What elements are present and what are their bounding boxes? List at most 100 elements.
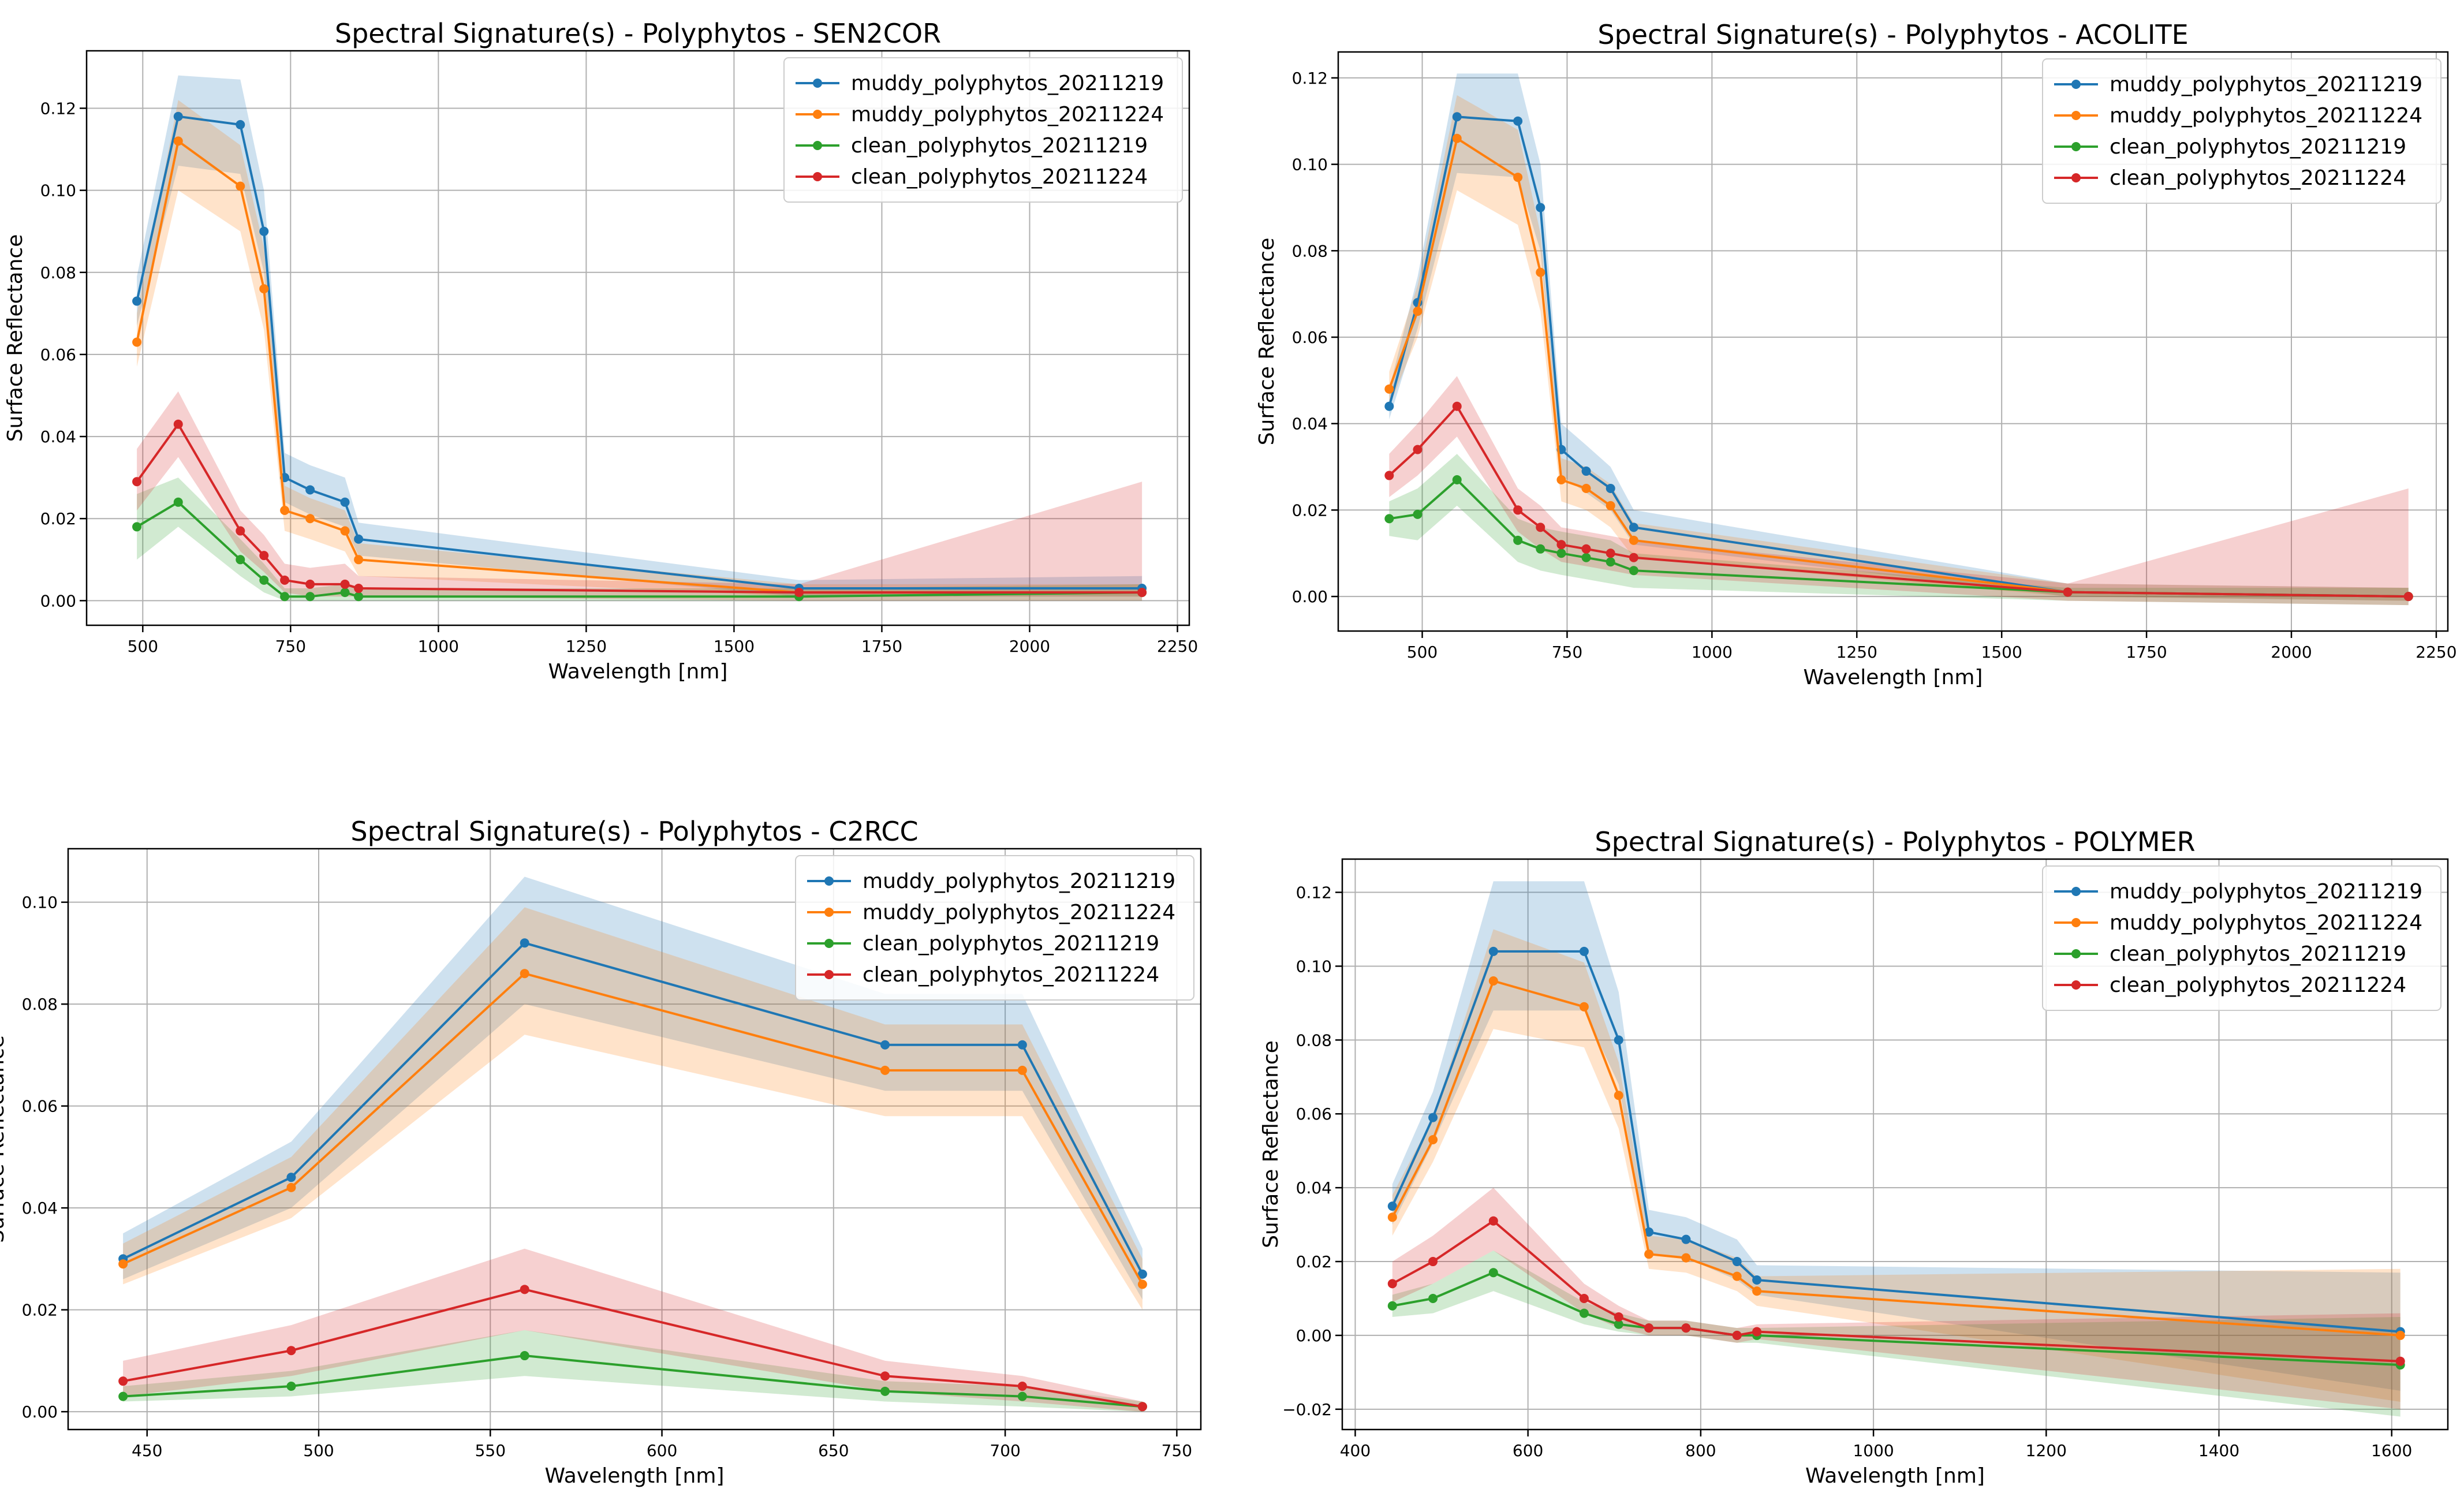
point-muddy_polyphytos_20211219: [354, 534, 364, 544]
legend-label: clean_polyphytos_20211219: [863, 932, 1159, 956]
point-muddy_polyphytos_20211224: [259, 284, 269, 294]
point-muddy_polyphytos_20211224: [1581, 483, 1591, 493]
y-tick-label: 0.02: [40, 509, 76, 528]
point-muddy_polyphytos_20211219: [1579, 946, 1589, 956]
point-clean_polyphytos_20211224: [259, 551, 269, 561]
point-clean_polyphytos_20211219: [305, 592, 315, 602]
point-clean_polyphytos_20211224: [1137, 588, 1147, 598]
point-clean_polyphytos_20211219: [1556, 548, 1566, 558]
point-clean_polyphytos_20211219: [880, 1386, 890, 1396]
point-clean_polyphytos_20211224: [1513, 505, 1523, 515]
point-muddy_polyphytos_20211219: [1581, 467, 1591, 476]
point-muddy_polyphytos_20211224: [2395, 1330, 2405, 1340]
point-muddy_polyphytos_20211224: [1428, 1135, 1438, 1145]
point-muddy_polyphytos_20211219: [1387, 1201, 1397, 1211]
point-muddy_polyphytos_20211224: [1452, 133, 1462, 143]
point-clean_polyphytos_20211219: [132, 522, 142, 532]
legend-label: muddy_polyphytos_20211219: [851, 72, 1164, 95]
point-muddy_polyphytos_20211224: [132, 337, 142, 347]
line-clean_polyphytos_20211219: [122, 1354, 1143, 1408]
band-clean_polyphytos_20211219: [1392, 1250, 2400, 1417]
point-muddy_polyphytos_20211219: [1614, 1035, 1623, 1045]
point-clean_polyphytos_20211224: [1387, 1279, 1397, 1289]
y-tick-label: 0.08: [22, 995, 58, 1014]
legend-marker: [2071, 980, 2081, 990]
y-axis-label: Surface Reflectance: [3, 234, 27, 442]
legend-label: clean_polyphytos_20211224: [863, 963, 1159, 987]
line-clean_polyphytos_20211219: [136, 501, 1143, 598]
series-group: [1384, 73, 2413, 606]
legend-marker: [2071, 949, 2081, 958]
legend-marker: [824, 939, 834, 948]
point-clean_polyphytos_20211219: [1384, 514, 1394, 524]
point-clean_polyphytos_20211224: [1536, 523, 1545, 532]
x-axis-label: Wavelength [nm]: [545, 1464, 725, 1488]
point-clean_polyphytos_20211224: [1452, 401, 1462, 411]
point-clean_polyphytos_20211219: [236, 555, 245, 565]
point-muddy_polyphytos_20211224: [173, 136, 183, 146]
point-muddy_polyphytos_20211224: [236, 181, 245, 191]
legend-marker: [813, 110, 822, 119]
line-muddy_polyphytos_20211224: [136, 139, 1143, 594]
point-clean_polyphytos_20211224: [1384, 471, 1394, 480]
line-muddy_polyphytos_20211224: [1391, 979, 2400, 1337]
y-tick-label: −0.02: [1282, 1400, 1332, 1419]
x-axis-label: Wavelength [nm]: [548, 660, 728, 684]
point-clean_polyphytos_20211224: [1556, 540, 1566, 550]
chart-c2rcc: 450 500 550 600 650 700 750 0.00 0.02 0.04 0.06 0.0…: [0, 816, 1202, 1488]
line-muddy_polyphytos_20211224: [122, 972, 1144, 1285]
line-muddy_polyphytos_20211219: [136, 115, 1143, 589]
point-clean_polyphytos_20211219: [1017, 1391, 1027, 1401]
x-tick-label: 650: [818, 1441, 849, 1460]
point-muddy_polyphytos_20211219: [305, 485, 315, 495]
point-clean_polyphytos_20211224: [1137, 1402, 1147, 1412]
x-tick-label: 400: [1340, 1441, 1371, 1460]
y-tick-label: 0.10: [1292, 155, 1328, 174]
chart-title: Spectral Signature(s) - Polyphytos - SEN…: [335, 18, 941, 49]
point-clean_polyphytos_20211219: [1581, 553, 1591, 562]
y-tick-label: 0.06: [1292, 328, 1328, 347]
point-clean_polyphytos_20211224: [132, 477, 142, 487]
point-clean_polyphytos_20211219: [340, 588, 350, 598]
y-tick-label: 0.00: [1292, 587, 1328, 606]
x-tick-label: 600: [647, 1441, 677, 1460]
band-muddy_polyphytos_20211224: [137, 100, 1143, 597]
point-muddy_polyphytos_20211224: [880, 1065, 890, 1075]
y-tick-label: 0.12: [40, 99, 76, 118]
point-muddy_polyphytos_20211224: [1384, 384, 1394, 394]
x-tick-label: 1500: [1981, 643, 2022, 662]
y-tick-label: 0.12: [1292, 69, 1328, 88]
x-tick-label: 500: [1407, 643, 1438, 662]
point-clean_polyphytos_20211224: [2395, 1356, 2405, 1366]
point-muddy_polyphytos_20211219: [1137, 1269, 1147, 1279]
y-tick-label: 0.12: [1296, 883, 1332, 902]
x-tick-label: 1600: [2371, 1441, 2412, 1460]
point-clean_polyphytos_20211219: [1452, 475, 1462, 485]
x-tick-label: 1750: [2126, 643, 2167, 662]
point-muddy_polyphytos_20211219: [259, 226, 269, 236]
point-muddy_polyphytos_20211219: [132, 296, 142, 306]
point-muddy_polyphytos_20211219: [286, 1173, 296, 1182]
point-muddy_polyphytos_20211219: [1752, 1275, 1762, 1285]
point-clean_polyphytos_20211224: [880, 1371, 890, 1381]
point-clean_polyphytos_20211224: [1681, 1323, 1691, 1333]
point-clean_polyphytos_20211224: [1488, 1216, 1498, 1226]
point-clean_polyphytos_20211224: [1428, 1257, 1438, 1267]
point-clean_polyphytos_20211219: [173, 497, 183, 507]
y-tick-label: 0.02: [1296, 1252, 1332, 1271]
legend-marker: [2071, 80, 2081, 89]
point-muddy_polyphytos_20211224: [1137, 1279, 1147, 1289]
x-tick-label: 700: [990, 1441, 1020, 1460]
point-clean_polyphytos_20211224: [305, 579, 315, 589]
x-tick-label: 1500: [714, 637, 755, 656]
series-group: [132, 75, 1147, 602]
y-tick-label: 0.06: [40, 345, 76, 364]
point-muddy_polyphytos_20211224: [1681, 1253, 1691, 1263]
point-muddy_polyphytos_20211224: [1488, 976, 1498, 986]
x-tick-label: 600: [1513, 1441, 1543, 1460]
legend-marker: [2071, 111, 2081, 120]
x-tick-label: 1000: [418, 637, 459, 656]
y-tick-label: 0.06: [1296, 1104, 1332, 1124]
point-muddy_polyphytos_20211224: [1387, 1212, 1397, 1222]
x-tick-label: 1200: [2026, 1441, 2067, 1460]
